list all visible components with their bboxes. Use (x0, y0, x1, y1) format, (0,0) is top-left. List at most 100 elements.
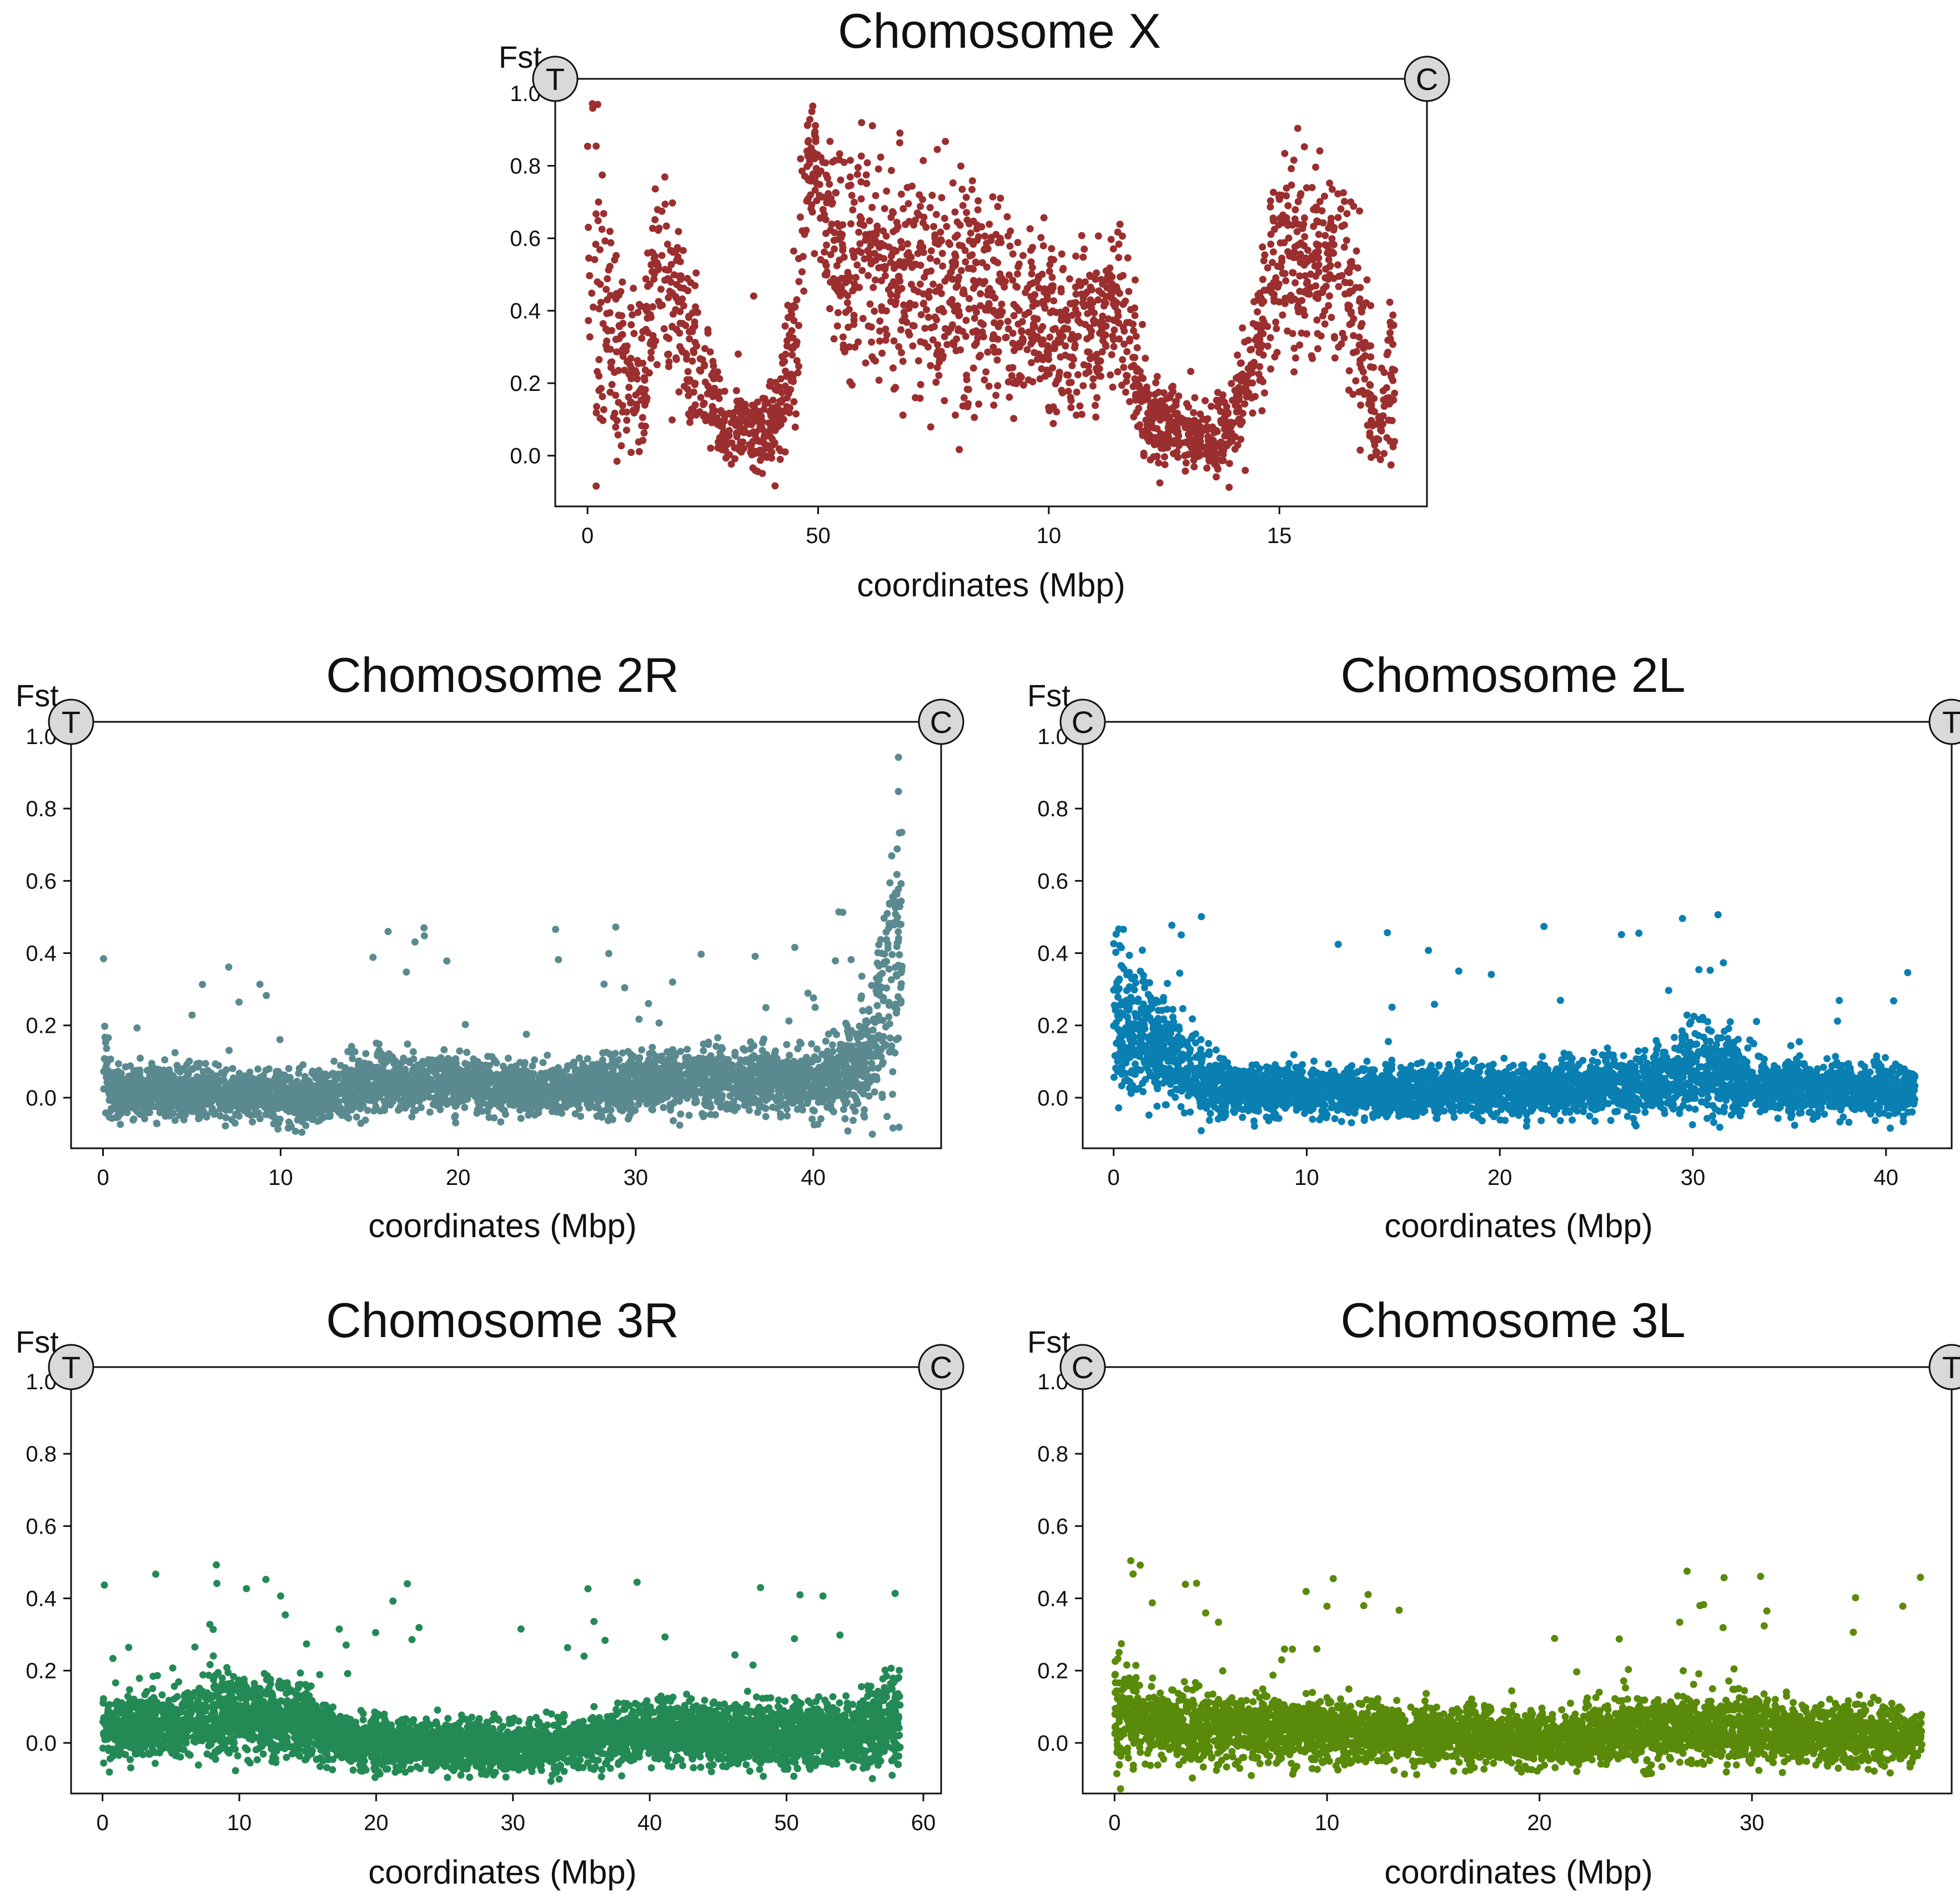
scatter-point (1152, 379, 1160, 386)
scatter-point (613, 458, 621, 465)
scatter-point (771, 424, 778, 432)
scatter-point (839, 244, 847, 252)
scatter-point (836, 257, 843, 264)
scatter-point (1107, 235, 1115, 243)
y-axis-label: Fst (16, 678, 59, 713)
scatter-point (784, 302, 792, 309)
scatter-point (1119, 356, 1127, 364)
scatter-point (600, 406, 607, 414)
scatter-point (756, 408, 763, 415)
scatter-point (894, 273, 902, 280)
scatter-point (823, 241, 830, 249)
scatter-point (1014, 270, 1021, 278)
scatter-point (1340, 243, 1348, 251)
scatter-point (746, 430, 753, 438)
scatter-point (593, 403, 600, 410)
scatter-point (969, 364, 977, 372)
scatter-point (1365, 400, 1373, 408)
scatter-point (822, 159, 830, 167)
scatter-point (657, 285, 665, 293)
scatter-point (1272, 318, 1280, 326)
scatter-point (914, 288, 922, 295)
scatter-point (1027, 258, 1035, 266)
scatter-point (1235, 396, 1243, 404)
scatter-point (647, 261, 655, 269)
scatter-point (810, 994, 817, 1002)
scatter-point (1115, 319, 1123, 327)
scatter-point (1220, 447, 1228, 454)
scatter-point (1006, 242, 1014, 250)
scatter-point (974, 233, 982, 240)
scatter-point (1202, 397, 1209, 405)
scatter-point (1386, 335, 1394, 343)
scatter-point (955, 273, 963, 281)
scatter-point (1171, 421, 1179, 429)
scatter-point (640, 429, 648, 437)
scatter-point (916, 280, 924, 288)
scatter-point (1134, 423, 1142, 430)
scatter-point (1376, 413, 1384, 420)
scatter-point (868, 122, 876, 129)
scatter-point (1205, 438, 1213, 445)
scatter-point (1267, 334, 1274, 341)
scatter-point (871, 249, 878, 257)
scatter-point (832, 278, 840, 285)
scatter-point (1269, 214, 1277, 222)
scatter-point (889, 1124, 897, 1132)
scatter-point (1052, 325, 1059, 333)
scatter-point (625, 393, 632, 401)
scatter-point (1157, 415, 1164, 423)
scatter-point (1090, 309, 1098, 317)
scatter-point (692, 303, 699, 311)
scatter-point (772, 379, 780, 386)
scatter-point (1325, 256, 1333, 264)
scatter-point (1029, 378, 1037, 385)
scatter-point (751, 952, 759, 960)
scatter-point (1019, 252, 1027, 259)
scatter-point (1097, 357, 1104, 365)
scatter-point (921, 339, 928, 346)
scatter-point (1058, 250, 1066, 258)
scatter-point (850, 320, 858, 328)
scatter-point (1063, 316, 1071, 324)
scatter-point (963, 371, 971, 379)
scatter-point (606, 388, 614, 396)
scatter-point (598, 225, 606, 233)
scatter-point (1182, 467, 1189, 475)
scatter-point (613, 417, 621, 424)
scatter-point (1102, 322, 1110, 330)
scatter-point (1097, 275, 1105, 283)
scatter-point (1389, 376, 1397, 384)
scatter-point (1269, 248, 1277, 256)
scatter-point (551, 1102, 559, 1110)
scatter-point (1252, 336, 1259, 344)
scatter-point (660, 1104, 667, 1112)
scatter-point (896, 139, 903, 147)
scatter-point (1346, 259, 1354, 267)
scatter-point (875, 376, 883, 384)
scatter-point (1217, 399, 1224, 406)
scatter-point (592, 482, 600, 490)
scatter-point (933, 364, 941, 371)
scatter-point (844, 292, 852, 299)
scatter-point (1127, 306, 1134, 314)
scatter-point (789, 374, 797, 381)
scatter-point (1328, 314, 1335, 321)
scatter-point (225, 1047, 233, 1054)
scatter-point (1388, 417, 1396, 424)
scatter-point (956, 446, 963, 454)
scatter-point (1001, 283, 1008, 291)
scatter-point (966, 295, 973, 303)
scatter-point (673, 325, 680, 333)
scatter-point (1006, 393, 1013, 401)
scatter-point (844, 269, 852, 277)
scatter-point (696, 355, 704, 363)
scatter-point (384, 928, 392, 936)
scatter-point (1049, 403, 1057, 411)
x-tick-label: 0 (97, 1165, 109, 1190)
scatter-point (1056, 336, 1064, 344)
scatter-point (914, 357, 922, 365)
scatter-point (1335, 283, 1343, 290)
scatter-point (1102, 267, 1110, 275)
scatter-point (872, 237, 880, 245)
